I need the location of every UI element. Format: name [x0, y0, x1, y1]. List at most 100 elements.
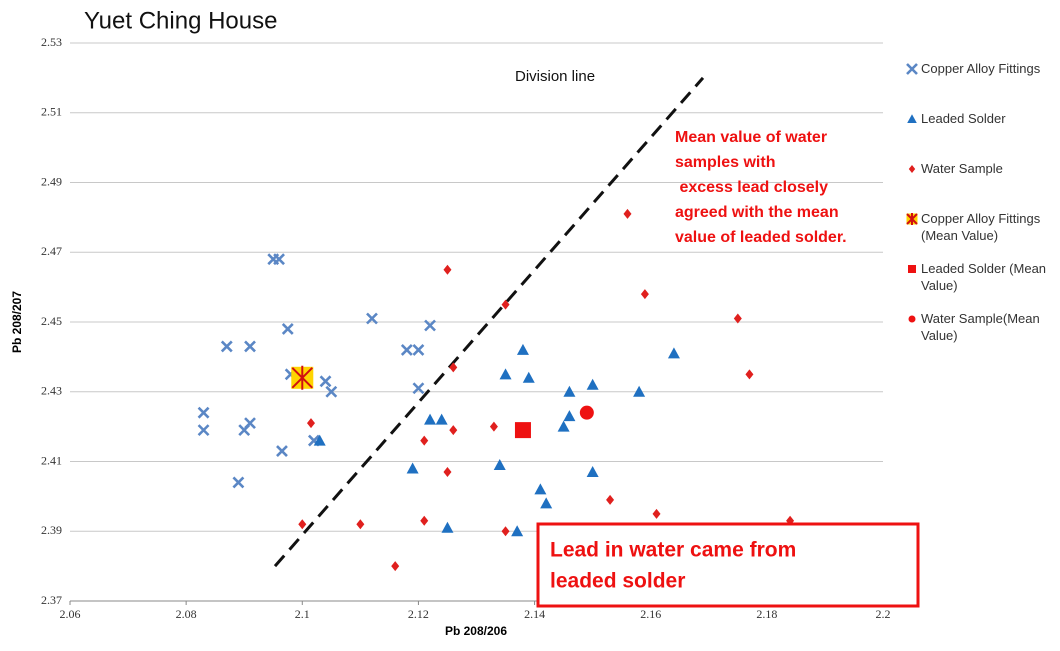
point-x	[412, 343, 425, 356]
y-tick-label: 2.41	[41, 453, 62, 467]
point-triangle	[633, 385, 646, 397]
legend-marker	[907, 114, 917, 123]
point-x	[220, 340, 233, 353]
legend-label: Copper Alloy Fittings (Mean Value)	[921, 211, 1041, 243]
point-diamond	[449, 425, 458, 436]
point-triangle	[563, 385, 576, 397]
star-lines	[906, 213, 918, 225]
point-triangle	[557, 420, 570, 432]
legend-item: Water Sample(Mean Value)	[906, 310, 1060, 344]
point-diamond	[640, 289, 649, 300]
point-x	[197, 406, 210, 419]
x-tick-label: 2.18	[756, 607, 777, 621]
annotation-line: excess lead closely	[675, 179, 828, 196]
point-triangle	[406, 462, 419, 474]
point-x	[273, 253, 285, 266]
callout-line: leaded solder	[550, 570, 685, 593]
x-tick-label: 2.06	[60, 607, 81, 621]
y-axis-label: Pb 208/207	[10, 291, 24, 353]
legend-item: Water Sample	[906, 160, 1060, 177]
point-circle	[908, 315, 916, 323]
point-x	[366, 312, 378, 325]
point-x	[232, 476, 245, 489]
division-line	[273, 76, 705, 568]
point-triangle	[534, 483, 547, 495]
x-axis-label: Pb 208/206	[445, 624, 507, 638]
x-tick-label: 2.12	[408, 607, 429, 621]
legend-marker	[908, 165, 916, 173]
point-triangle	[313, 434, 326, 446]
point-diamond	[501, 526, 510, 537]
y-tick-label: 2.43	[41, 384, 62, 398]
point-triangle	[540, 497, 553, 509]
point-x	[906, 63, 918, 75]
division-line-label: Division line	[515, 68, 595, 85]
legend-marker	[906, 213, 918, 225]
y-tick-label: 2.39	[41, 523, 62, 537]
point-square	[908, 265, 916, 273]
annotation-line: agreed with the mean	[675, 204, 839, 221]
point-diamond	[391, 561, 400, 572]
y-tick-label: 2.37	[41, 593, 62, 607]
y-tick-label: 2.45	[41, 314, 62, 328]
point-diamond	[298, 519, 307, 530]
legend-marker	[906, 63, 918, 75]
point-diamond	[489, 421, 498, 432]
annotation-line: samples with	[675, 154, 775, 171]
x-tick-label: 2.14	[524, 607, 545, 621]
point-triangle	[493, 458, 506, 470]
legend-marker	[908, 265, 916, 273]
y-tick-label: 2.49	[41, 174, 62, 188]
point-diamond	[443, 264, 452, 275]
callout-box	[536, 522, 920, 608]
point-x	[281, 323, 294, 335]
legend-item: Copper Alloy Fittings (Mean Value)	[906, 210, 1060, 244]
point-diamond	[356, 519, 365, 530]
point-triangle	[907, 114, 917, 123]
y-tick-label: 2.47	[41, 244, 62, 258]
point-square	[514, 422, 531, 439]
point-triangle	[441, 521, 454, 533]
point-x	[244, 340, 256, 353]
point-diamond	[908, 165, 916, 173]
point-diamond	[449, 362, 458, 373]
point-diamond	[733, 313, 742, 324]
star-lines	[291, 365, 313, 390]
point-star	[291, 365, 314, 390]
point-x	[412, 382, 425, 395]
point-diamond	[623, 208, 632, 219]
legend-label: Leaded Solder	[921, 111, 1006, 126]
legend-label: Water Sample(Mean Value)	[921, 311, 1040, 343]
point-circle	[579, 405, 594, 420]
x-tick-label: 2.16	[640, 607, 661, 621]
point-x	[424, 319, 436, 332]
annotation-line: value of leaded solder.	[675, 229, 847, 246]
point-diamond	[652, 508, 661, 519]
point-x	[197, 424, 210, 437]
x-tick-label: 2.2	[876, 607, 891, 621]
point-triangle	[586, 465, 599, 477]
point-triangle	[667, 347, 680, 359]
y-tick-label: 2.51	[41, 105, 62, 119]
x-tick-label: 2.08	[176, 607, 197, 621]
legend-label: Copper Alloy Fittings	[921, 61, 1041, 76]
point-x	[400, 343, 413, 356]
point-diamond	[501, 299, 510, 310]
point-triangle	[435, 413, 448, 425]
point-diamond	[306, 418, 315, 429]
point-diamond	[443, 466, 452, 477]
point-x	[319, 375, 332, 388]
point-x	[276, 445, 288, 457]
y-tick-label: 2.53	[41, 35, 62, 49]
chart-title: Yuet Ching House	[84, 7, 277, 34]
point-diamond	[606, 494, 615, 505]
legend-label: Water Sample	[921, 161, 1003, 176]
point-x	[325, 385, 338, 398]
point-triangle	[563, 410, 576, 422]
point-diamond	[745, 369, 754, 380]
point-x	[244, 417, 256, 430]
point-diamond	[420, 435, 429, 446]
legend-marker	[908, 315, 916, 323]
